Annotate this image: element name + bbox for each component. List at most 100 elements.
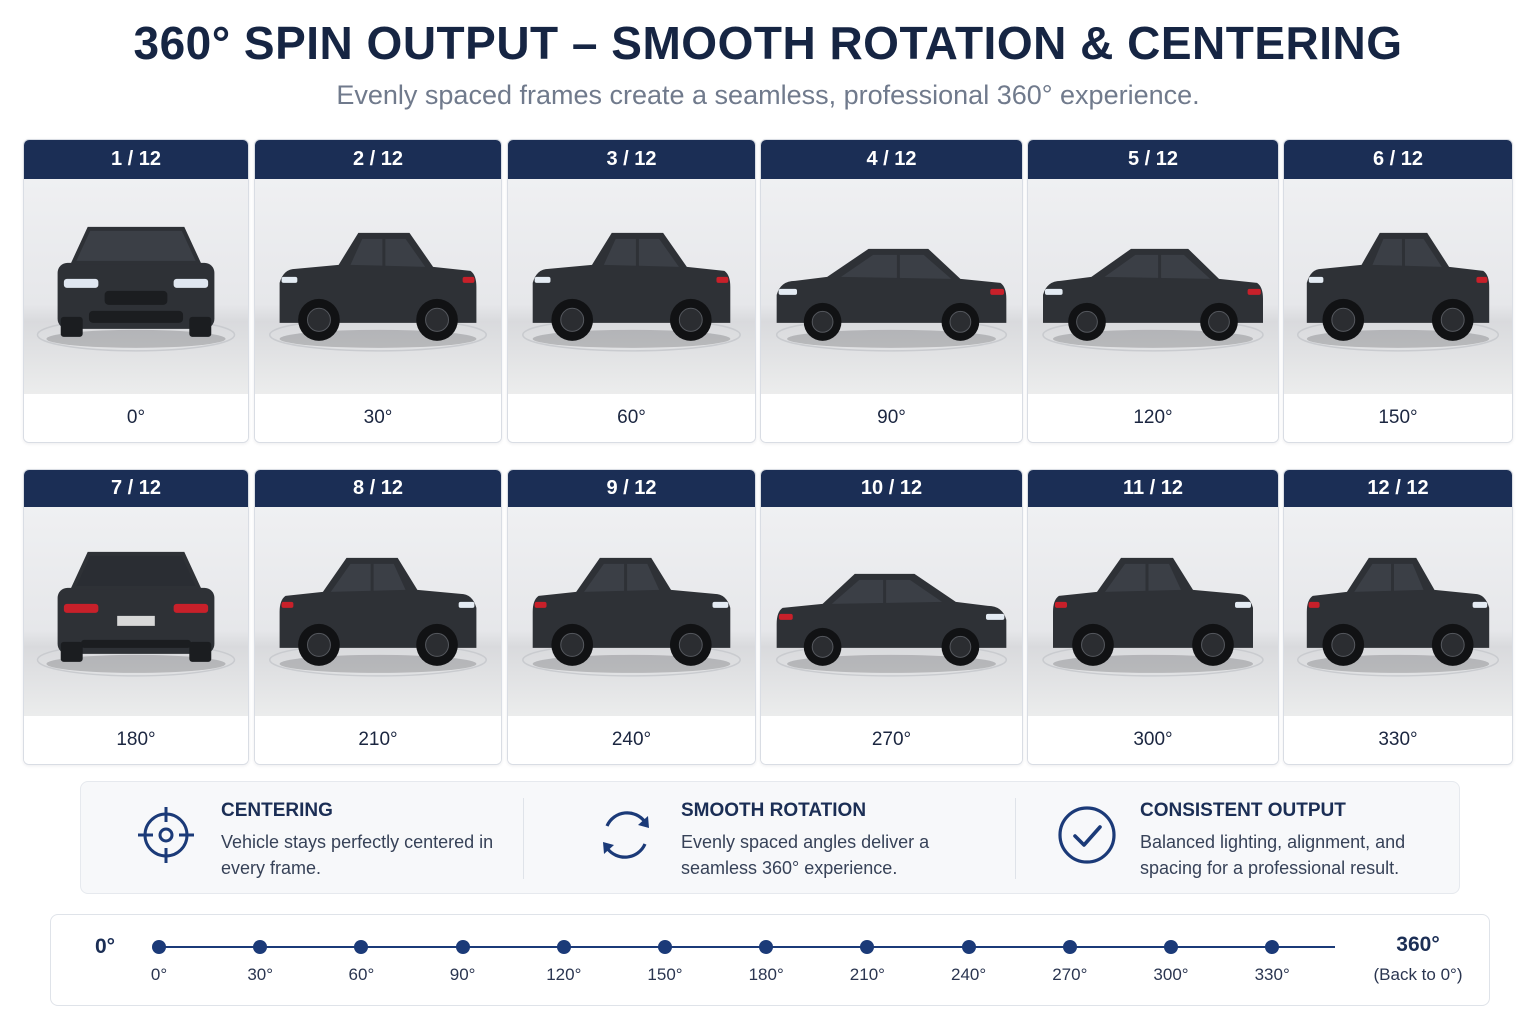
- frame-counter: 12 / 12: [1284, 470, 1512, 507]
- car-image-rear-three-quarter: [522, 557, 741, 677]
- frame-angle: 120°: [1028, 394, 1278, 442]
- frame-angle: 150°: [1284, 394, 1512, 442]
- timeline-tick-label: 180°: [748, 965, 784, 984]
- frame-card[interactable]: 8 / 12 210°: [254, 469, 502, 765]
- frame-card[interactable]: 9 / 12 240°: [507, 469, 756, 765]
- car-photo: [255, 507, 501, 719]
- frame-counter: 4 / 12: [761, 140, 1022, 179]
- frame-angle: 90°: [761, 394, 1022, 442]
- frame-card[interactable]: 12 / 12 330°: [1283, 469, 1513, 765]
- feature-text-centering: Vehicle stays perfectly centered in ever…: [221, 832, 494, 878]
- timeline-end-label: 360°: [1396, 933, 1440, 956]
- frame-angle: 60°: [508, 394, 755, 442]
- frame-card[interactable]: 1 / 12 0°: [23, 139, 249, 443]
- timeline-tick-label: 240°: [951, 965, 987, 984]
- timeline-tick-label: 60°: [348, 965, 375, 984]
- rotation-arrows-icon: [603, 811, 649, 859]
- timeline-tick-label: 270°: [1052, 965, 1088, 984]
- timeline-dot[interactable]: [253, 940, 268, 954]
- car-image-rear-three-quarter: [1296, 232, 1500, 352]
- frame-angle: 0°: [24, 394, 248, 442]
- feature-title-centering: CENTERING: [221, 800, 333, 821]
- divider: [1015, 798, 1016, 879]
- rotation-timeline: 0° 0° 30° 60° 90° 120° 150° 180° 210° 240° 270° 30…: [50, 914, 1490, 1006]
- car-photo: [508, 179, 755, 395]
- frame-counter: 5 / 12: [1028, 140, 1278, 179]
- divider: [523, 798, 524, 879]
- timeline-track: [157, 946, 1335, 948]
- timeline-end-sublabel: (Back to 0°): [1373, 965, 1463, 984]
- car-photo: [1284, 179, 1512, 395]
- car-photo: [1028, 179, 1278, 395]
- car-image-rear: [36, 551, 236, 677]
- car-photo: [761, 507, 1022, 719]
- frame-angle: 30°: [255, 394, 501, 442]
- timeline-dot[interactable]: [1265, 940, 1280, 954]
- timeline-dot[interactable]: [658, 940, 672, 954]
- car-photo: [24, 507, 248, 719]
- feature-text-consistent-output: Balanced lighting, alignment, and spacin…: [1140, 832, 1406, 878]
- timeline-tick-label: 210°: [849, 965, 885, 984]
- frame-counter: 9 / 12: [508, 470, 755, 507]
- frame-card[interactable]: 3 / 12 60°: [507, 139, 756, 443]
- timeline-tick-label: 90°: [449, 965, 476, 984]
- car-image-front: [36, 226, 236, 352]
- check-circle-icon: [1058, 806, 1116, 864]
- frame-counter: 3 / 12: [508, 140, 755, 179]
- feature-title-smooth-rotation: SMOOTH ROTATION: [681, 800, 867, 821]
- frame-counter: 11 / 12: [1028, 470, 1278, 507]
- timeline-tick-label: 330°: [1254, 965, 1290, 984]
- frame-card[interactable]: 5 / 12 120°: [1027, 139, 1279, 443]
- car-image-side: [775, 573, 1008, 677]
- frame-angle: 180°: [24, 716, 248, 764]
- car-image-front-three-quarter: [269, 232, 487, 352]
- page-subtitle: Evenly spaced frames create a seamless, …: [336, 80, 1200, 110]
- frame-counter: 7 / 12: [24, 470, 248, 507]
- car-photo: [1028, 507, 1278, 719]
- timeline-tick-label: 120°: [546, 965, 582, 984]
- car-photo: [508, 507, 755, 719]
- car-photo: [24, 179, 248, 395]
- timeline-dot[interactable]: [354, 940, 369, 954]
- page-title: 360° SPIN OUTPUT – SMOOTH ROTATION & CEN…: [133, 17, 1403, 69]
- frame-angle: 270°: [761, 716, 1022, 764]
- feature-text-smooth-rotation: Evenly spaced angles deliver a seamless …: [681, 832, 930, 878]
- frame-card[interactable]: 11 / 12 300°: [1027, 469, 1279, 765]
- frame-counter: 1 / 12: [24, 140, 248, 179]
- car-photo: [1284, 507, 1512, 719]
- frame-card[interactable]: 10 / 12 270°: [760, 469, 1023, 765]
- frame-angle: 210°: [255, 716, 501, 764]
- frame-card[interactable]: 4 / 12 90°: [760, 139, 1023, 443]
- car-image-front-three-quarter: [1042, 557, 1264, 677]
- timeline-dot[interactable]: [1164, 940, 1178, 954]
- timeline-dot[interactable]: [556, 940, 571, 954]
- frame-angle: 300°: [1028, 716, 1278, 764]
- timeline-tick-label: 0°: [150, 965, 168, 984]
- frame-angle: 330°: [1284, 716, 1512, 764]
- car-photo: [761, 179, 1022, 395]
- timeline-dot[interactable]: [961, 940, 976, 954]
- car-image-front-three-quarter: [522, 232, 741, 352]
- car-image-side: [1042, 248, 1264, 352]
- timeline-dot[interactable]: [152, 940, 166, 954]
- timeline-start-label: 0°: [95, 935, 116, 958]
- frame-counter: 10 / 12: [761, 470, 1022, 507]
- timeline-dot[interactable]: [455, 940, 470, 954]
- timeline-dot[interactable]: [860, 940, 875, 954]
- timeline-dot[interactable]: [759, 940, 774, 954]
- frame-counter: 6 / 12: [1284, 140, 1512, 179]
- frame-card[interactable]: 6 / 12 150°: [1283, 139, 1513, 443]
- frame-card[interactable]: 7 / 12 180°: [23, 469, 249, 765]
- car-image-front-three-quarter: [1296, 557, 1500, 677]
- frame-card[interactable]: 2 / 12 30°: [254, 139, 502, 443]
- car-image-side: [775, 248, 1008, 352]
- frame-counter: 2 / 12: [255, 140, 501, 179]
- timeline-tick-label: 30°: [247, 965, 274, 984]
- timeline-dot[interactable]: [1062, 940, 1077, 954]
- car-photo: [255, 179, 501, 395]
- crosshair-icon: [138, 807, 194, 863]
- features-panel: CENTERING Vehicle stays perfectly center…: [80, 781, 1460, 894]
- frame-angle: 240°: [508, 716, 755, 764]
- frame-counter: 8 / 12: [255, 470, 501, 507]
- timeline-tick-label: 300°: [1153, 965, 1189, 984]
